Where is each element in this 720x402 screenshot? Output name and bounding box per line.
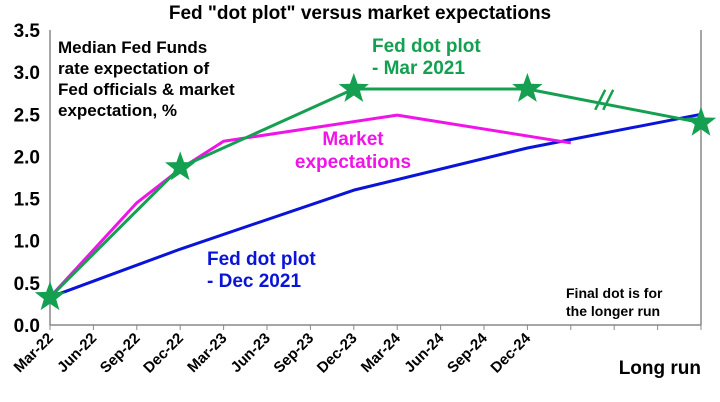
star-marker — [512, 73, 543, 102]
x-tick-label: Long run — [619, 358, 701, 379]
star-marker — [685, 106, 717, 136]
x-tick-label: Dec-24 — [487, 329, 534, 376]
y-tick-label: 2.5 — [14, 105, 41, 126]
star-marker — [34, 281, 66, 311]
x-tick-label: Sep-22 — [97, 330, 144, 377]
star-marker — [165, 151, 196, 181]
y-tick-label: 0.5 — [14, 274, 41, 295]
green-series-label: Fed dot plot - Mar 2021 — [372, 36, 481, 80]
axis-break-mark — [594, 89, 607, 111]
x-tick-label: Mar-23 — [184, 330, 230, 376]
label-line: expectations — [294, 152, 412, 173]
note-line: Median Fed Funds — [58, 38, 208, 57]
x-tick-label: Dec-23 — [314, 330, 361, 377]
y-tick-label: 3.5 — [14, 21, 41, 42]
x-tick-label: Sep-23 — [270, 330, 317, 377]
ylabel-note: Median Fed Funds rate expectation of Fed… — [58, 37, 235, 121]
label-line: Market — [322, 129, 384, 150]
chart-title: Fed "dot plot" versus market expectation… — [168, 3, 552, 24]
label-line: Fed dot plot — [372, 36, 481, 57]
star-marker — [338, 73, 369, 102]
y-tick-label: 0.0 — [14, 316, 40, 337]
label-line: Fed dot plot — [207, 249, 316, 270]
x-tick-label: Sep-24 — [444, 329, 491, 376]
longer-run-note: Final dot is for the longer run — [566, 284, 662, 320]
y-tick-label: 3.0 — [14, 63, 40, 84]
note-line: the longer run — [566, 303, 661, 319]
y-tick-label: 1.5 — [14, 190, 41, 211]
axis-break-mark — [602, 89, 615, 111]
series-line — [49, 112, 702, 299]
x-tick-label: Dec-22 — [140, 330, 187, 377]
y-tick-label: 1.0 — [14, 232, 40, 253]
y-tick-label: 2.0 — [14, 147, 40, 168]
magenta-series-label: Market expectations — [288, 128, 418, 174]
blue-series-label: Fed dot plot - Dec 2021 — [207, 249, 316, 293]
note-line: rate expectation of — [58, 59, 210, 78]
note-line: expectation, % — [58, 101, 178, 120]
note-line: Fed officials & market — [58, 80, 235, 99]
x-tick-label: Jun-24 — [401, 329, 448, 376]
x-tick-label: Mar-24 — [358, 329, 405, 376]
series-line — [48, 113, 572, 299]
x-tick-label: Jun-22 — [54, 330, 100, 376]
note-line: Final dot is for — [566, 285, 663, 301]
x-tick-label: Jun-23 — [228, 330, 274, 376]
label-line: - Mar 2021 — [372, 58, 465, 79]
label-line: - Dec 2021 — [207, 271, 302, 292]
